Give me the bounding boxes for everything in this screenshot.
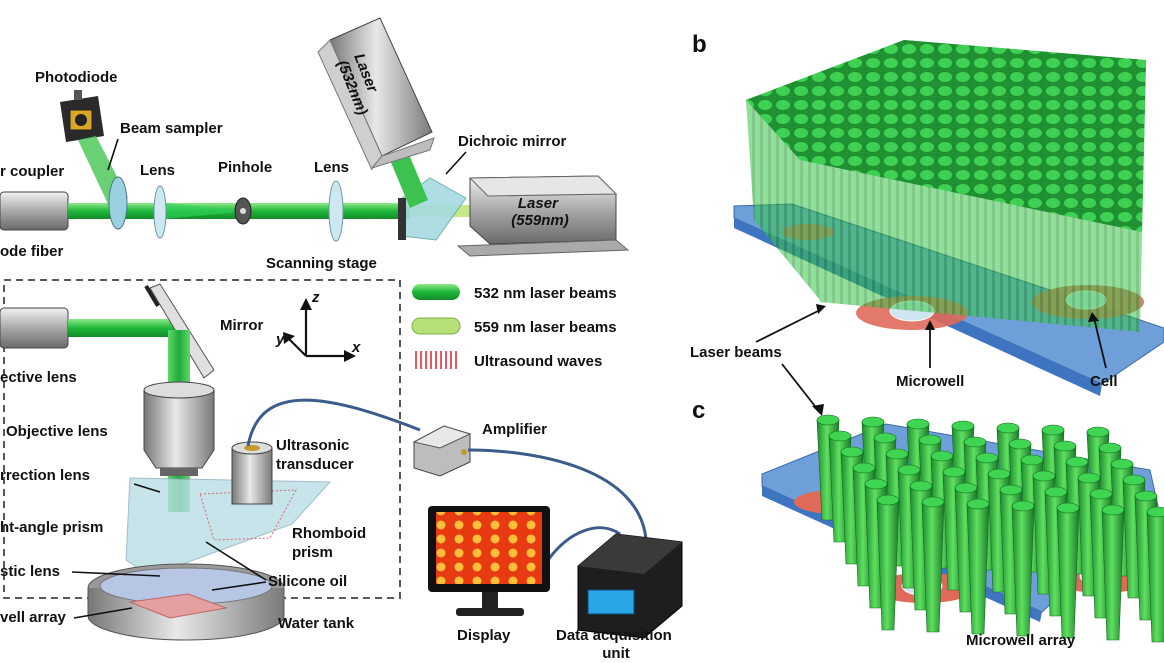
silicone-oil-label: Silicone oil [268, 573, 347, 590]
panel-c-label: c [692, 397, 705, 424]
ultrasonic-transducer-label: Ultrasonic transducer [276, 437, 354, 473]
objective-lens [143, 381, 215, 476]
dichroic-mirror-label: Dichroic mirror [458, 133, 567, 150]
silicone-pointer-1 [205, 541, 267, 581]
beam-cone [1146, 506, 1164, 643]
beam-to-mirror [68, 319, 176, 337]
beam-cone [921, 496, 945, 633]
beam-cone [876, 494, 900, 631]
coupler-label: r coupler [0, 163, 64, 180]
laser-559-label: Laser (559nm) [511, 195, 569, 229]
cable-display-daq [546, 526, 621, 561]
legend-label-532: 532 nm laser beams [474, 285, 617, 302]
objective-lens-left [0, 307, 69, 349]
fiber-coupler [0, 191, 69, 231]
lens-2 [328, 180, 344, 242]
mode-fiber-label: ode fiber [0, 243, 64, 260]
cell-arrowhead [1088, 312, 1099, 322]
vertical-beam-532 [390, 152, 428, 208]
panel-b-beam-block [746, 40, 1146, 332]
laser-532: Laser (532nm) [317, 17, 435, 171]
display-monitor [428, 506, 550, 616]
amplifier-label: Amplifier [482, 421, 547, 438]
water-tank-label: Water tank [278, 615, 355, 632]
beam-cone [966, 498, 990, 635]
panel-b-beam-tops [746, 40, 1146, 232]
right-angle-prism-label: ht-angle prism [0, 519, 103, 536]
legend-swatch-532 [412, 284, 460, 300]
dichroic-pointer [445, 151, 467, 175]
objective-lens-label: Objective lens [6, 423, 108, 440]
cable-amplifier-daq [467, 448, 648, 541]
daq-unit [577, 533, 683, 639]
legend-swatch-ultrasound [415, 351, 457, 369]
acoustic-lens-label: stic lens [0, 563, 60, 580]
amplifier [412, 425, 472, 477]
beam-down [168, 330, 190, 392]
laser-beams-arrowhead-b [816, 304, 826, 314]
beam-sampler [108, 176, 128, 230]
beam-sampler-pointer [107, 138, 119, 171]
coordinate-axes [283, 298, 356, 362]
lens-2-label: Lens [314, 159, 349, 176]
ultrasonic-transducer [231, 441, 273, 505]
panel-b-label: b [692, 31, 707, 58]
laser-beams-arrowhead-c [812, 404, 824, 416]
laser-559: Laser (559nm) [456, 175, 630, 257]
beam-sampler-label: Beam sampler [120, 120, 223, 137]
beam-cone [1101, 504, 1125, 641]
legend-item-532: 532 nm laser beams [412, 284, 617, 302]
photodiode [60, 90, 104, 142]
right-angle-prism [125, 477, 332, 577]
laser-beams-pointer-b [755, 309, 821, 343]
scanning-stage-label: Scanning stage [266, 255, 377, 272]
axis-y-label: y [275, 331, 285, 348]
legend-label-ultrasound: Ultrasound waves [474, 353, 602, 370]
legend-swatch-559 [411, 317, 461, 335]
legend: 532 nm laser beams 559 nm laser beams Ul… [411, 284, 617, 370]
daq-label: Data acquisition unit [556, 627, 676, 662]
panel-c-beam-cones [816, 414, 1164, 643]
rhomboid-prism-label: Rhomboid prism [292, 525, 370, 561]
correction-pointer [133, 483, 161, 493]
legend-item-559: 559 nm laser beams [411, 317, 617, 336]
display-screen [436, 512, 542, 584]
microwell-label: Microwell [896, 373, 964, 390]
legend-item-ultrasound: Ultrasound waves [415, 351, 602, 370]
beam-cone [1011, 500, 1035, 637]
microwell-array-left-label: vell array [0, 609, 67, 626]
laser-beams-pointer-c [781, 363, 819, 411]
lens-1-label: Lens [140, 162, 175, 179]
axis-x-label: x [351, 339, 361, 356]
water-tank [87, 563, 285, 641]
silicone-pointer-2 [211, 581, 267, 591]
acoustic-pointer [71, 571, 161, 577]
pinhole [234, 197, 252, 225]
legend-label-559: 559 nm laser beams [474, 319, 617, 336]
photodiode-label: Photodiode [35, 69, 118, 86]
pinhole-label: Pinhole [218, 159, 272, 176]
microwell-left-pointer [73, 607, 133, 619]
correction-lens-label: rrection lens [0, 467, 90, 484]
cable-transducer-amplifier [246, 398, 421, 447]
objective-lens-left-label: ective lens [0, 369, 77, 386]
axis-z-label: z [311, 289, 320, 306]
mirror-label: Mirror [220, 317, 264, 334]
display-label: Display [457, 627, 511, 644]
beam-cone [1056, 502, 1080, 639]
cell-pointer [1093, 317, 1107, 369]
cell-label: Cell [1090, 373, 1118, 390]
laser-beams-label: Laser beams [690, 344, 782, 361]
microwell-arrowhead [925, 320, 935, 330]
lens-1 [153, 185, 167, 239]
microwell-array-label: Microwell array [966, 632, 1076, 649]
